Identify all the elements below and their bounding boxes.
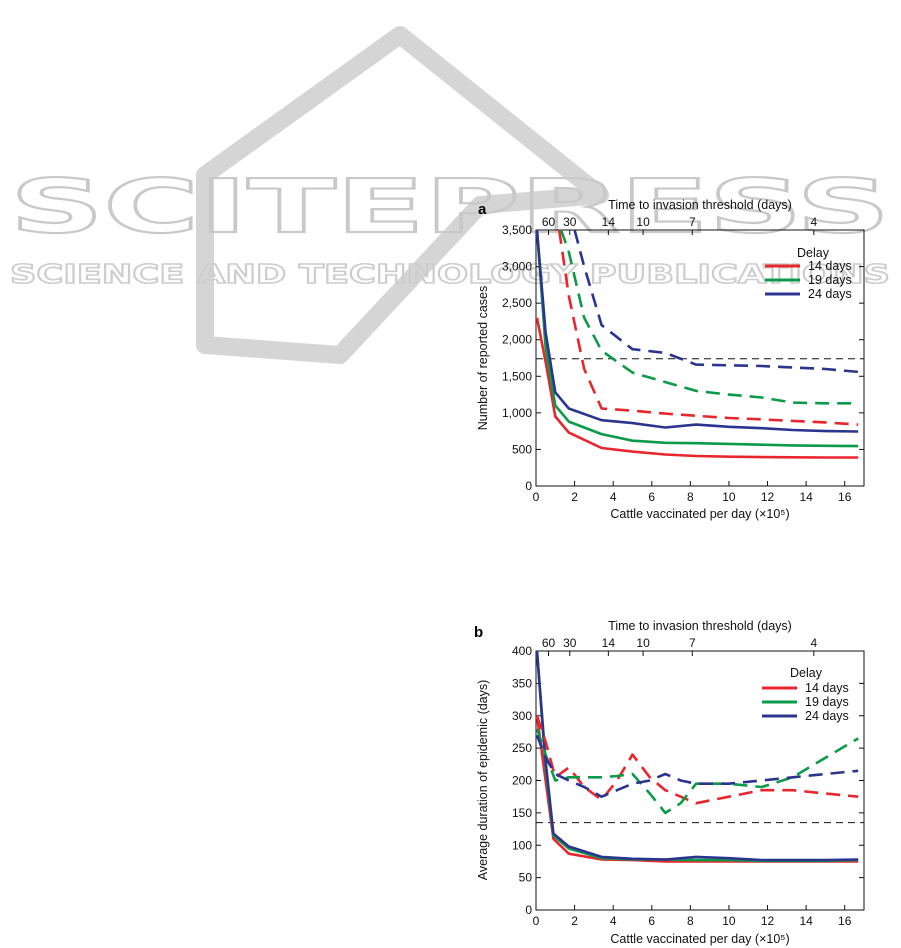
series-line-24-days-dashed bbox=[573, 230, 859, 374]
x-tick-label: 12 bbox=[761, 914, 775, 928]
legend-label-24-days: 24 days bbox=[805, 709, 849, 723]
y-tick-label: 100 bbox=[512, 838, 532, 852]
x-tick-label: 10 bbox=[722, 490, 736, 504]
top-tick-label: 4 bbox=[810, 636, 817, 650]
series-group-b bbox=[536, 651, 859, 863]
x-tick-label: 12 bbox=[761, 490, 775, 504]
y-tick-label: 1,500 bbox=[502, 369, 532, 383]
y-tick-label: 0 bbox=[525, 903, 532, 917]
top-tick-label: 30 bbox=[563, 215, 577, 229]
panel-label-a: a bbox=[478, 201, 487, 218]
legend-title-a: Delay bbox=[797, 246, 830, 260]
top-tick-label: 14 bbox=[602, 636, 616, 650]
y-tick-label: 2,000 bbox=[502, 333, 532, 347]
x-axis-label-b: Cattle vaccinated per day (×10⁵) bbox=[610, 932, 789, 946]
legend-b: Delay 14 days 19 days 24 days bbox=[762, 666, 849, 723]
legend-label-14-days: 14 days bbox=[808, 259, 852, 273]
watermark-logo-shape bbox=[196, 26, 609, 364]
x-tick-label: 8 bbox=[687, 914, 694, 928]
legend-label-19-days: 19 days bbox=[808, 273, 852, 287]
x-tick-label: 10 bbox=[722, 914, 736, 928]
y-axis-label-b: Average duration of epidemic (days) bbox=[476, 680, 490, 881]
x-tick-label: 2 bbox=[571, 490, 578, 504]
chart-panel-b: b Time to invasion threshold (days) Catt… bbox=[474, 619, 865, 946]
x-tick-label: 6 bbox=[648, 914, 655, 928]
y-tick-label: 250 bbox=[512, 741, 532, 755]
top-tick-label: 7 bbox=[689, 636, 696, 650]
series-line-14-days-solid bbox=[536, 317, 859, 459]
top-axis-title-b: Time to invasion threshold (days) bbox=[608, 619, 792, 633]
x-tick-label: 14 bbox=[799, 914, 813, 928]
y-tick-label: 2,500 bbox=[502, 296, 532, 310]
series-line-14-days-dashed bbox=[557, 230, 859, 426]
y-tick-label: 200 bbox=[512, 774, 532, 788]
top-tick-label: 10 bbox=[636, 636, 650, 650]
y-tick-label: 500 bbox=[512, 442, 532, 456]
series-line-24-days-solid bbox=[536, 651, 859, 862]
x-tick-label: 14 bbox=[799, 490, 813, 504]
x-tick-label: 2 bbox=[571, 914, 578, 928]
top-tick-label: 14 bbox=[602, 215, 616, 229]
x-tick-label: 16 bbox=[838, 490, 852, 504]
x-axis-label-a: Cattle vaccinated per day (×10⁵) bbox=[610, 507, 789, 521]
x-tick-label: 4 bbox=[610, 490, 617, 504]
y-tick-label: 350 bbox=[512, 676, 532, 690]
watermark-subtitle: SCIENCE AND TECHNOLOGY PUBLICATIONS bbox=[10, 260, 890, 290]
top-tick-label: 30 bbox=[563, 636, 577, 650]
y-axis-label-a: Number of reported cases bbox=[476, 286, 490, 431]
legend-label-19-days: 19 days bbox=[805, 695, 849, 709]
y-tick-label: 150 bbox=[512, 806, 532, 820]
x-tick-label: 0 bbox=[533, 490, 540, 504]
y-tick-label: 300 bbox=[512, 709, 532, 723]
y-tick-label: 400 bbox=[512, 644, 532, 658]
x-tick-label: 4 bbox=[610, 914, 617, 928]
y-tick-label: 1,000 bbox=[502, 406, 532, 420]
y-tick-label: 50 bbox=[519, 871, 533, 885]
series-line-14-days-dashed bbox=[536, 715, 859, 805]
legend-label-14-days: 14 days bbox=[805, 681, 849, 695]
series-line-24-days-dashed bbox=[536, 734, 859, 799]
y-tick-label: 3,500 bbox=[502, 223, 532, 237]
top-tick-label: 10 bbox=[636, 215, 650, 229]
x-tick-label: 8 bbox=[687, 490, 694, 504]
series-line-24-days-solid bbox=[536, 230, 859, 433]
x-tick-label: 6 bbox=[648, 490, 655, 504]
chart-panel-a: a Time to invasion threshold (days) Catt… bbox=[476, 198, 865, 521]
top-tick-label: 7 bbox=[689, 215, 696, 229]
y-tick-label: 3,000 bbox=[502, 260, 532, 274]
series-line-19-days-dashed bbox=[536, 728, 859, 815]
series-line-19-days-solid bbox=[536, 230, 859, 448]
top-tick-label: 60 bbox=[542, 215, 556, 229]
series-line-19-days-dashed bbox=[559, 230, 859, 405]
legend-a: Delay 14 days 19 days 24 days bbox=[765, 246, 852, 301]
top-axis-title-a: Time to invasion threshold (days) bbox=[608, 198, 792, 212]
y-tick-label: 0 bbox=[525, 479, 532, 493]
watermark: SCITEPRESS SCIENCE AND TECHNOLOGY PUBLIC… bbox=[9, 26, 891, 364]
series-group-a bbox=[536, 230, 859, 459]
legend-label-24-days: 24 days bbox=[808, 287, 852, 301]
top-tick-label: 60 bbox=[542, 636, 556, 650]
x-tick-label: 0 bbox=[533, 914, 540, 928]
watermark-title: SCITEPRESS bbox=[10, 164, 890, 250]
legend-title-b: Delay bbox=[790, 666, 823, 680]
x-tick-label: 16 bbox=[838, 914, 852, 928]
plot-frame-a bbox=[535, 229, 865, 487]
panel-label-b: b bbox=[474, 624, 483, 641]
top-tick-label: 4 bbox=[810, 215, 817, 229]
